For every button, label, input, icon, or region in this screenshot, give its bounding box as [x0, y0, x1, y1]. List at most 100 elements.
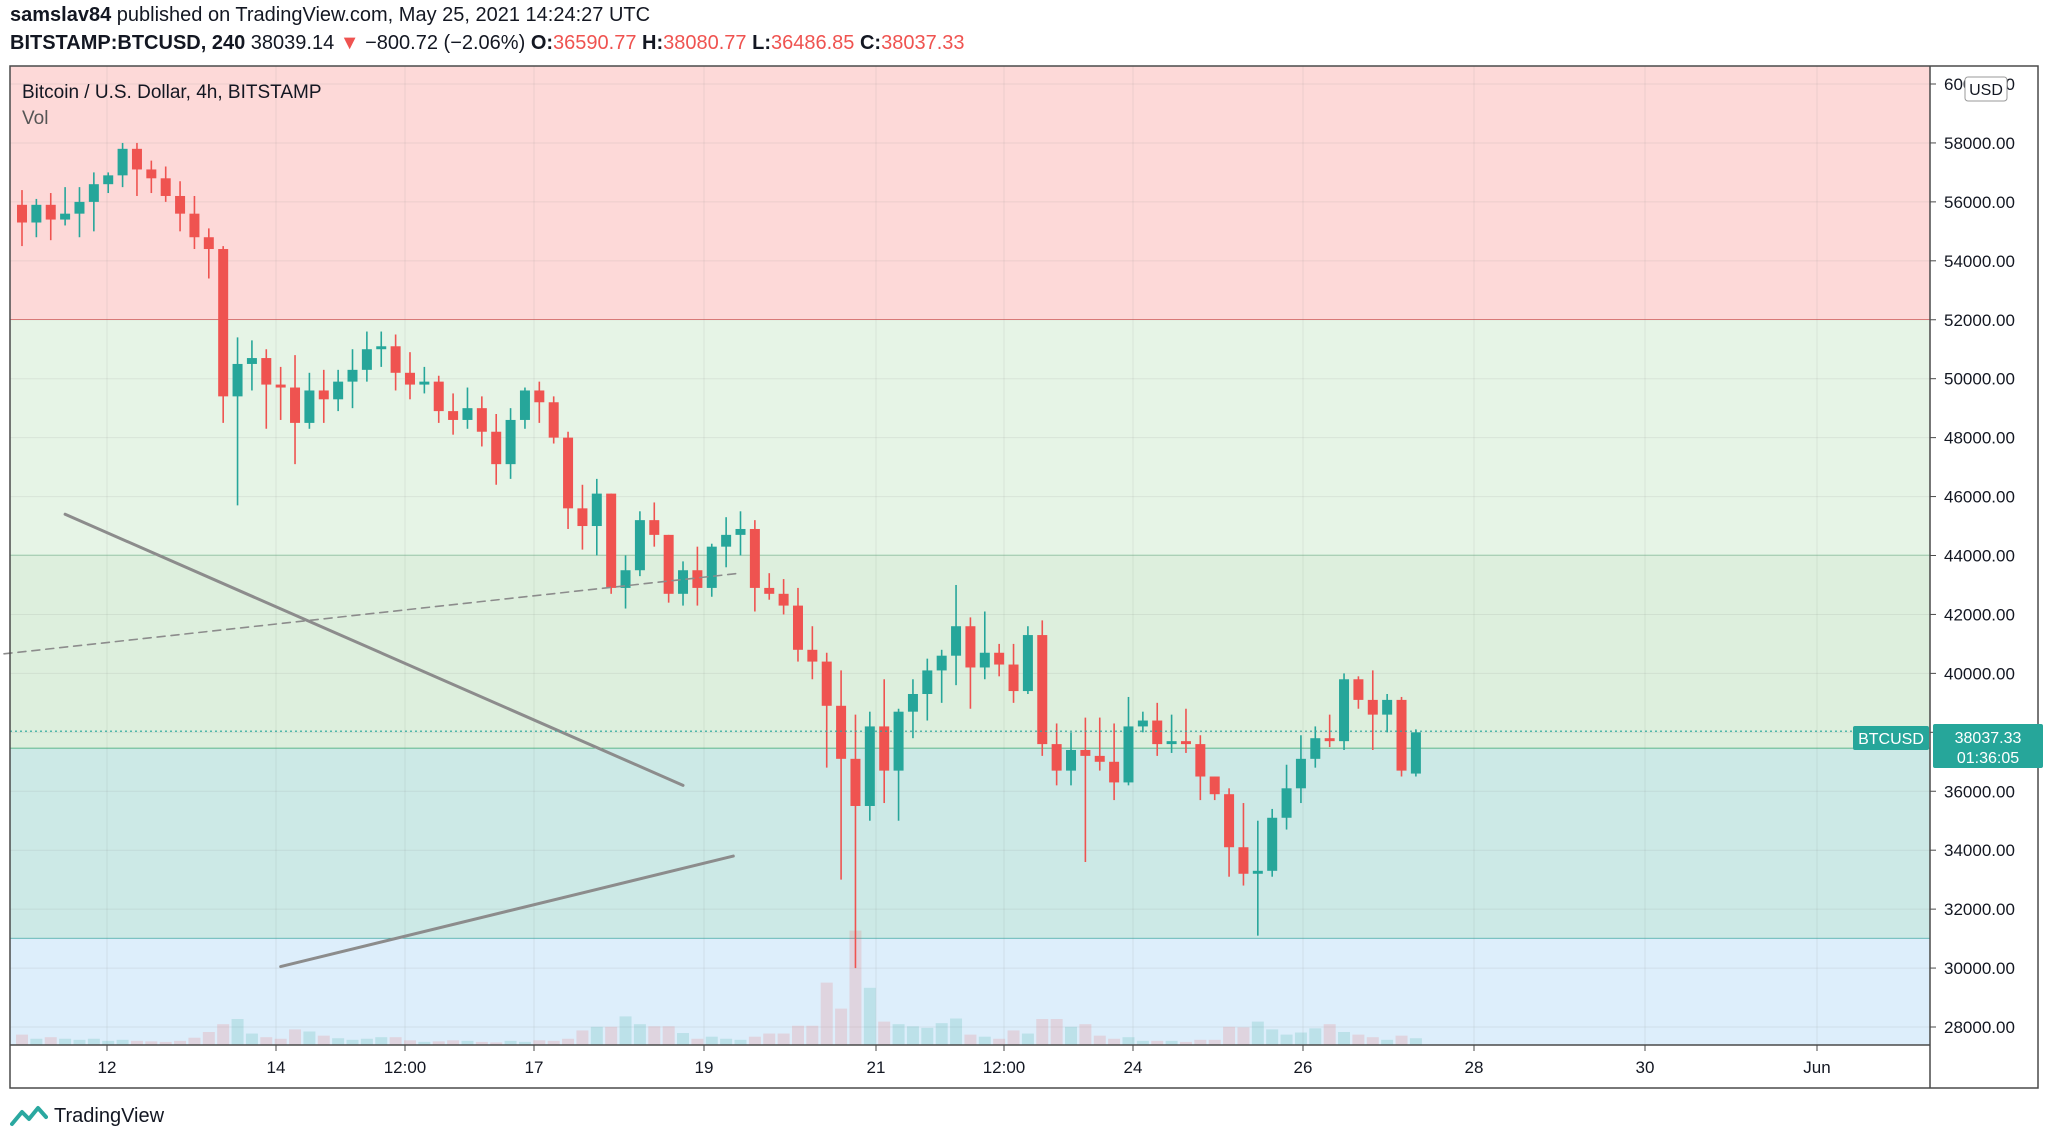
candle[interactable] [232, 337, 243, 506]
candle[interactable] [1252, 820, 1263, 936]
candle[interactable] [994, 643, 1005, 677]
candle[interactable] [376, 331, 387, 367]
candle[interactable] [189, 195, 200, 250]
candle[interactable] [1166, 714, 1177, 753]
candle[interactable] [936, 649, 947, 703]
candle[interactable] [175, 181, 186, 232]
candle[interactable] [333, 369, 344, 412]
candle[interactable] [1324, 714, 1335, 748]
publisher-name[interactable]: samslav84 [10, 4, 112, 26]
candle[interactable] [1410, 729, 1421, 777]
candle[interactable] [893, 708, 904, 821]
candle[interactable] [275, 366, 286, 420]
candle[interactable] [764, 573, 775, 600]
candle[interactable] [706, 543, 717, 597]
candle[interactable] [491, 414, 502, 485]
tradingview-logo[interactable]: TradingView [10, 1104, 164, 1128]
candle[interactable] [807, 626, 818, 680]
candle[interactable] [534, 381, 545, 423]
candle[interactable] [821, 652, 832, 768]
trendline[interactable] [279, 854, 735, 969]
candle[interactable] [792, 587, 803, 662]
candle[interactable] [103, 172, 114, 194]
candle[interactable] [979, 611, 990, 680]
candle[interactable] [678, 561, 689, 606]
candle[interactable] [160, 166, 171, 202]
candle[interactable] [1310, 726, 1321, 768]
candle[interactable] [1382, 694, 1393, 733]
candle[interactable] [390, 334, 401, 391]
candle[interactable] [290, 355, 301, 465]
candle[interactable] [1281, 764, 1292, 830]
candle[interactable] [620, 555, 631, 609]
candle[interactable] [836, 670, 847, 880]
candle[interactable] [1109, 723, 1120, 801]
candle[interactable] [1123, 696, 1134, 786]
candle[interactable] [404, 352, 415, 400]
candle[interactable] [1339, 673, 1350, 750]
candle[interactable] [88, 172, 99, 232]
dashed-trendline[interactable] [0, 572, 742, 666]
candle[interactable] [563, 431, 574, 529]
candle[interactable] [1224, 788, 1235, 877]
candle[interactable] [31, 198, 42, 238]
candle[interactable] [634, 511, 645, 577]
trendlines[interactable] [0, 512, 742, 969]
candle[interactable] [1037, 620, 1048, 756]
candle[interactable] [1396, 696, 1407, 777]
candle[interactable] [907, 679, 918, 739]
candle[interactable] [1008, 643, 1019, 703]
candle[interactable] [146, 160, 157, 194]
candle[interactable] [850, 714, 861, 969]
candle[interactable] [433, 375, 444, 423]
candle[interactable] [721, 517, 732, 568]
candle[interactable] [1195, 735, 1206, 801]
candle[interactable] [347, 349, 358, 409]
candle[interactable] [1295, 735, 1306, 804]
candle[interactable] [548, 396, 559, 444]
candle[interactable] [864, 711, 875, 821]
candle[interactable] [1152, 702, 1163, 756]
candle[interactable] [1022, 626, 1033, 695]
candle[interactable] [1094, 717, 1105, 771]
candle[interactable] [951, 584, 962, 686]
candle[interactable] [203, 228, 214, 279]
candle[interactable] [922, 658, 933, 721]
candle[interactable] [1238, 803, 1249, 886]
candle[interactable] [74, 187, 85, 238]
candle[interactable] [304, 372, 315, 429]
currency-badge[interactable]: USD [1964, 76, 2008, 102]
candle[interactable] [1353, 676, 1364, 709]
price-axis[interactable]: 60000.0058000.0056000.0054000.0052000.00… [1929, 66, 2015, 1088]
candle[interactable] [117, 142, 128, 188]
candle[interactable] [318, 369, 329, 423]
candle[interactable] [1267, 808, 1278, 877]
candle[interactable] [1080, 717, 1091, 862]
candle[interactable] [60, 187, 71, 226]
candle[interactable] [476, 396, 487, 447]
candle[interactable] [749, 520, 760, 612]
candle[interactable] [692, 546, 703, 606]
trendline[interactable] [63, 512, 685, 787]
candle[interactable] [361, 331, 372, 382]
candle[interactable] [505, 408, 516, 479]
candlesticks[interactable] [17, 142, 1421, 969]
candle[interactable] [1137, 711, 1148, 733]
candle[interactable] [462, 387, 473, 429]
candle[interactable] [663, 534, 674, 603]
candle[interactable] [17, 190, 27, 247]
candle[interactable] [1209, 776, 1220, 801]
candle[interactable] [218, 246, 229, 423]
candle[interactable] [649, 502, 660, 547]
candle[interactable] [1367, 670, 1378, 750]
candle[interactable] [1066, 732, 1077, 786]
candle[interactable] [246, 340, 257, 391]
candle[interactable] [419, 366, 430, 394]
candle[interactable] [735, 511, 746, 556]
time-axis[interactable]: 12 14 12:00 17 19 21 12:00 24 26 28 30 Jun [10, 1044, 1930, 1077]
candle[interactable] [591, 478, 602, 556]
candle[interactable] [879, 679, 890, 804]
candle[interactable] [606, 493, 617, 594]
candle[interactable] [577, 484, 588, 550]
